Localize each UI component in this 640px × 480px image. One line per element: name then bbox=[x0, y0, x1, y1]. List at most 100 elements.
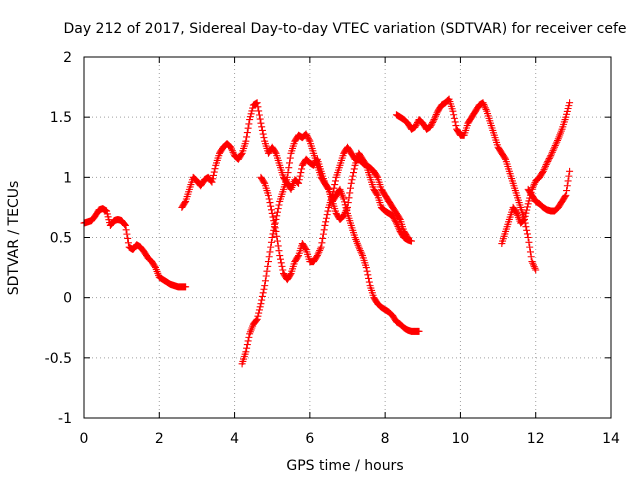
data-point bbox=[124, 234, 132, 242]
data-point bbox=[550, 145, 558, 153]
data-point bbox=[358, 250, 366, 258]
data-point bbox=[329, 188, 337, 196]
data-point bbox=[260, 178, 268, 186]
data-point bbox=[563, 182, 571, 190]
data-point bbox=[350, 169, 358, 177]
data-point bbox=[254, 103, 262, 111]
data-point bbox=[529, 261, 537, 269]
data-point bbox=[563, 107, 571, 115]
data-point bbox=[313, 253, 321, 261]
data-point bbox=[546, 153, 554, 161]
data-point bbox=[303, 131, 311, 139]
data-point bbox=[270, 220, 278, 228]
data-point bbox=[544, 157, 552, 165]
data-point bbox=[526, 248, 534, 256]
data-point bbox=[501, 154, 509, 162]
data-point bbox=[520, 216, 528, 224]
data-point bbox=[316, 246, 324, 254]
data-point bbox=[525, 238, 533, 246]
data-point bbox=[404, 234, 412, 241]
y-tick-label: 2 bbox=[63, 50, 72, 66]
data-point bbox=[295, 179, 303, 187]
series-arc-1 bbox=[80, 205, 190, 291]
data-point bbox=[357, 248, 365, 256]
data-point bbox=[262, 272, 270, 280]
data-point bbox=[541, 164, 549, 172]
data-point bbox=[481, 102, 489, 110]
data-point bbox=[365, 274, 373, 282]
data-point bbox=[412, 121, 420, 129]
data-point bbox=[254, 312, 262, 320]
data-point bbox=[295, 176, 303, 184]
data-point bbox=[181, 199, 189, 207]
data-point bbox=[275, 247, 283, 255]
data-point bbox=[429, 117, 437, 125]
data-point bbox=[522, 209, 530, 217]
x-axis-label: GPS time / hours bbox=[286, 458, 403, 474]
data-point bbox=[268, 234, 276, 241]
data-point bbox=[450, 111, 458, 119]
data-point bbox=[553, 138, 561, 146]
data-point bbox=[482, 105, 490, 113]
data-point bbox=[395, 226, 403, 234]
data-point bbox=[319, 230, 327, 238]
data-point bbox=[356, 245, 364, 253]
y-tick-label: 0 bbox=[63, 291, 72, 307]
data-point bbox=[551, 142, 559, 150]
y-tick-label: -0.5 bbox=[45, 351, 72, 367]
x-tick-label: 14 bbox=[602, 431, 620, 447]
data-point bbox=[391, 216, 399, 224]
data-point bbox=[561, 193, 569, 201]
data-point bbox=[413, 120, 421, 128]
data-point bbox=[554, 137, 562, 145]
data-point bbox=[341, 201, 349, 209]
x-tick-label: 4 bbox=[230, 431, 239, 447]
data-point bbox=[253, 315, 261, 323]
data-point bbox=[519, 217, 527, 225]
data-point bbox=[265, 253, 273, 261]
data-point bbox=[246, 113, 254, 121]
data-point bbox=[481, 104, 489, 112]
data-point bbox=[243, 129, 251, 137]
data-point bbox=[267, 238, 275, 246]
data-point bbox=[433, 109, 441, 117]
data-point bbox=[248, 107, 256, 115]
data-point bbox=[105, 216, 113, 224]
data-point bbox=[261, 282, 269, 290]
data-point bbox=[304, 134, 312, 142]
data-point bbox=[278, 262, 286, 270]
data-point bbox=[244, 124, 252, 132]
y-tick-label: 1 bbox=[63, 170, 72, 186]
data-point bbox=[283, 173, 291, 181]
data-point bbox=[271, 224, 279, 232]
data-point bbox=[301, 244, 309, 252]
data-point bbox=[294, 179, 302, 187]
data-point bbox=[209, 175, 217, 183]
data-point bbox=[255, 306, 263, 314]
data-point bbox=[252, 316, 260, 324]
data-point bbox=[286, 159, 294, 167]
data-point bbox=[121, 221, 129, 229]
data-point bbox=[317, 243, 325, 251]
data-point bbox=[286, 154, 294, 162]
data-point bbox=[276, 252, 284, 260]
data-point bbox=[479, 99, 487, 107]
data-point bbox=[253, 99, 261, 107]
data-point bbox=[209, 171, 217, 179]
data-point bbox=[363, 267, 371, 275]
data-point bbox=[277, 259, 285, 267]
data-point bbox=[452, 122, 460, 130]
data-point bbox=[276, 255, 284, 263]
data-point bbox=[340, 198, 348, 206]
data-point bbox=[407, 237, 415, 245]
data-point bbox=[123, 230, 131, 238]
data-point bbox=[450, 114, 458, 122]
x-tick-label: 2 bbox=[155, 431, 164, 447]
axis-ticks: 0 2 4 6 8 10 12 14 -1 -0.5 0 0.5 1 1.5 2 bbox=[45, 50, 620, 447]
data-point bbox=[432, 111, 440, 119]
data-point bbox=[247, 110, 255, 118]
data-point bbox=[343, 207, 351, 215]
data-point bbox=[428, 120, 436, 128]
data-point bbox=[540, 166, 548, 174]
data-point bbox=[266, 199, 274, 207]
